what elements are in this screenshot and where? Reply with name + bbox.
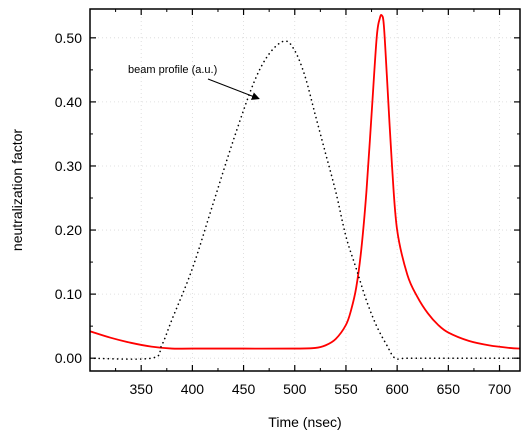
y-tick-label: 0.40 [55,94,82,110]
neutralization-factor-line [90,14,520,350]
y-tick-label: 0.20 [55,222,82,238]
grid-lines [90,9,520,371]
x-tick-label: 600 [385,381,409,397]
ticks [90,9,520,371]
annotation-text: beam profile (a.u.) [128,64,217,76]
x-tick-label: 650 [437,381,461,397]
y-tick-label: 0.10 [55,286,82,302]
plot-frame [89,8,521,372]
y-axis-label: neutralization factor [9,129,25,252]
x-tick-label: 450 [232,381,256,397]
annotation-arrow [207,78,260,100]
y-tick-label: 0.30 [55,158,82,174]
tick-labels: 350 400 450 500 550 600 650 700 0.00 0.10 0.20 0.30… [55,30,512,397]
y-tick-label: 0.50 [55,30,82,46]
x-tick-label: 550 [334,381,358,397]
x-tick-label: 400 [181,381,205,397]
x-tick-label: 350 [130,381,154,397]
annotation: beam profile (a.u.) [128,64,260,100]
x-axis-label: Time (nsec) [268,414,341,430]
beam-profile-line [90,40,520,360]
series-layer [90,14,520,360]
x-tick-label: 700 [488,381,512,397]
y-tick-label: 0.00 [55,350,82,366]
x-tick-label: 500 [283,381,307,397]
